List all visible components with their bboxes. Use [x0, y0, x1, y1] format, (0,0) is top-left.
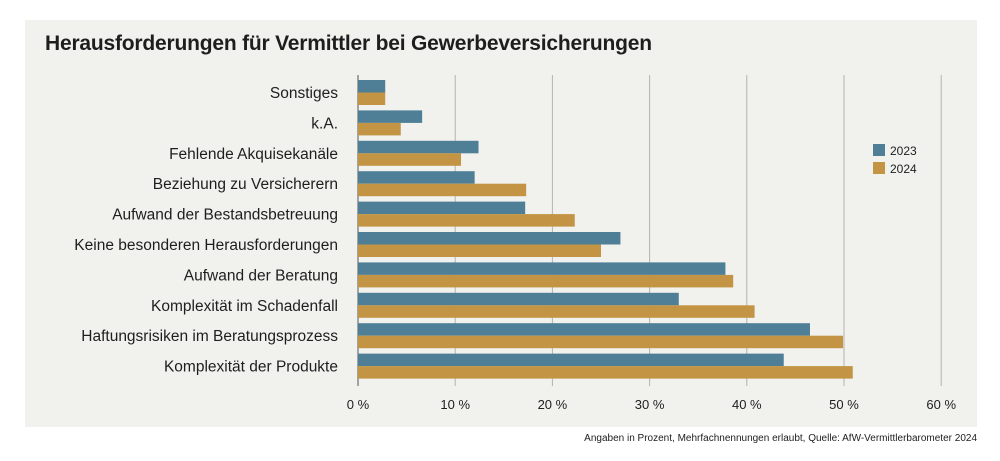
category-label: Keine besonderen Herausforderungen	[74, 237, 338, 254]
category-label: Aufwand der Bestandsbetreuung	[112, 207, 338, 224]
bar-2023-8	[358, 292, 679, 306]
bar-2024-8	[358, 305, 755, 318]
category-label: Fehlende Akquisekanäle	[169, 146, 338, 163]
bar-2023-3	[358, 140, 479, 154]
x-tick-label: 60 %	[926, 397, 956, 412]
bar-2023-2	[358, 110, 423, 123]
x-tick-label: 10 %	[440, 397, 470, 412]
chart-title: Herausforderungen für Vermittler bei Gew…	[45, 32, 652, 55]
category-label: k.A.	[311, 115, 338, 132]
bar-2024-4	[358, 183, 527, 197]
legend-label-2024: 2024	[890, 162, 917, 176]
bar-2023-5	[358, 201, 526, 215]
bar-2023-10	[358, 353, 784, 367]
bar-2024-1	[358, 92, 386, 105]
x-tick-label: 30 %	[635, 397, 665, 412]
bar-2024-6	[358, 244, 601, 257]
category-label: Komplexität im Schadenfall	[151, 298, 338, 315]
bar-2024-7	[358, 274, 734, 288]
x-tick-label: 0 %	[347, 397, 370, 412]
legend-label-2023: 2023	[890, 144, 917, 158]
x-tick-label: 40 %	[732, 397, 762, 412]
bar-2024-10	[358, 366, 853, 379]
legend-swatch-2023	[873, 144, 885, 156]
bar-2024-9	[358, 335, 844, 349]
legend-swatch-2024	[873, 162, 885, 174]
bar-2023-1	[358, 80, 386, 93]
bar-2023-9	[358, 323, 810, 336]
bar-2024-5	[358, 214, 575, 227]
bar-2023-6	[358, 232, 621, 245]
source-footnote: Angaben in Prozent, Mehrfachnennungen er…	[584, 433, 977, 444]
bar-2024-3	[358, 153, 462, 166]
category-label: Sonstiges	[270, 85, 338, 102]
bar-2023-4	[358, 171, 475, 184]
category-label: Aufwand der Beratung	[184, 267, 338, 284]
bar-2024-2	[358, 122, 401, 136]
bar-2023-7	[358, 262, 726, 275]
category-label: Komplexität der Produkte	[164, 359, 338, 376]
category-label: Beziehung zu Versicherern	[153, 176, 338, 193]
category-label: Haftungsrisiken im Beratungsprozess	[81, 328, 338, 345]
x-tick-label: 20 %	[538, 397, 568, 412]
x-tick-label: 50 %	[829, 397, 859, 412]
